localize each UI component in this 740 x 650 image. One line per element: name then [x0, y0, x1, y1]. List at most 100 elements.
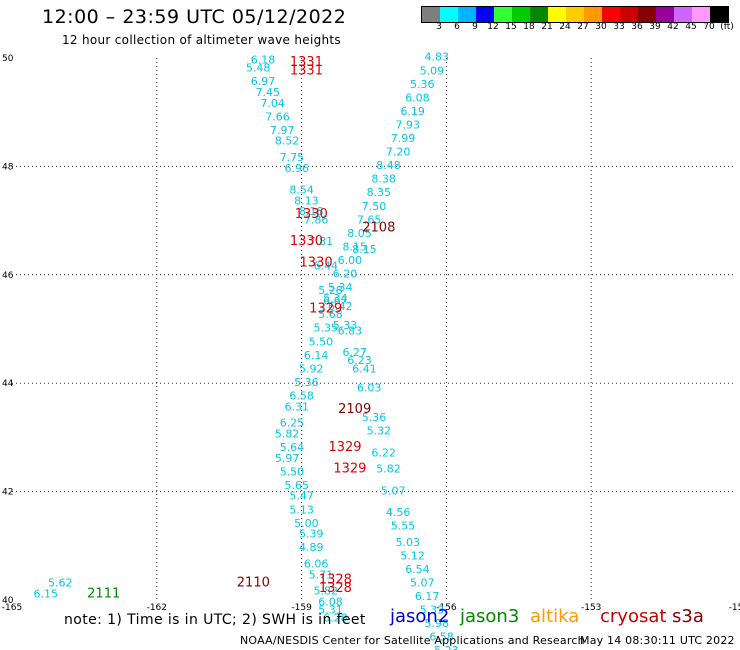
colorbar-label: 24	[559, 22, 571, 32]
colorbar-label: 36	[631, 22, 643, 32]
colorbar-swatch	[566, 7, 584, 22]
wave-height-value: 8.52	[275, 135, 300, 148]
legend-jason2: jason2	[390, 606, 450, 627]
wave-height-value: 5.92	[299, 362, 324, 375]
y-tick-label: 44	[2, 379, 14, 389]
x-tick-label: -156	[436, 603, 457, 613]
legend-jason3: jason3	[460, 606, 520, 627]
colorbar-swatch	[656, 7, 674, 22]
wave-height-value: 5.82	[275, 427, 300, 440]
page-title: 12:00 – 23:59 UTC 05/12/2022	[42, 6, 347, 28]
wave-height-value: 5.33	[420, 604, 445, 617]
wave-height-value: 6.28	[323, 612, 348, 625]
wave-height-value: 5.98	[424, 617, 449, 630]
wave-height-value: 6.19	[400, 105, 425, 118]
colorbar-label: 39	[649, 22, 661, 32]
y-tick-label: 40	[2, 596, 14, 606]
wave-height-value: 7.66	[265, 110, 290, 123]
wave-height-value: 4.56	[386, 506, 411, 519]
footer-org: NOAA/NESDIS Center for Satellite Applica…	[240, 634, 585, 647]
wave-height-value: 6.27	[342, 346, 367, 359]
colorbar-swatch	[638, 7, 656, 22]
colorbar-label: 42	[667, 22, 679, 32]
wave-height-value: 8.18	[299, 205, 324, 218]
colorbar-label: 70	[703, 22, 715, 32]
wave-height-value: 8.54	[289, 184, 314, 197]
wave-height-value: 6.25	[280, 417, 305, 430]
wave-height-value: 6.15	[34, 587, 59, 600]
wave-height-value: 5.97	[275, 452, 300, 465]
colorbar-label: (ft)	[720, 22, 734, 32]
wave-height-value: 5.36	[294, 376, 319, 389]
colorbar-label: 45	[685, 22, 697, 32]
colorbar-swatch	[440, 7, 458, 22]
colorbar-label: 21	[541, 22, 553, 32]
colorbar-swatch	[602, 7, 620, 22]
wave-height-value: 6.58	[289, 389, 314, 402]
wave-height-value: 6.18	[251, 53, 276, 66]
pass-time-label: 2110	[237, 575, 270, 590]
colorbar-label: 30	[595, 22, 607, 32]
x-tick-label: -159	[291, 603, 312, 613]
wave-height-value: 7.97	[270, 124, 295, 137]
pass-time-label: 1330	[295, 207, 328, 222]
wave-height-value: 6.03	[357, 381, 382, 394]
colorbar-label: 9	[472, 22, 478, 32]
wave-height-value: 5.68	[318, 308, 343, 321]
footer-timestamp: May 14 08:30:11 UTC 2022	[580, 634, 735, 647]
wave-height-value: 5.71	[309, 568, 334, 581]
wave-height-value: 6.00	[338, 254, 363, 267]
colorbar-label: 15	[505, 22, 517, 32]
wave-height-value: 6.83	[338, 324, 363, 337]
wave-height-value: 5.03	[396, 536, 421, 549]
colorbar-swatch	[494, 7, 512, 22]
wave-height-value: 6.06	[304, 557, 329, 570]
wave-height-value: 5.50	[280, 465, 305, 478]
colorbar-swatch	[530, 7, 548, 22]
y-tick-label: 50	[2, 54, 14, 64]
wave-height-value: 5.55	[391, 520, 416, 533]
pass-time-label: 1330	[290, 234, 323, 249]
wave-height-value: 6.22	[371, 446, 396, 459]
wave-height-value: 5.07	[410, 576, 435, 589]
wave-height-value: 7.20	[386, 146, 411, 159]
wave-height-value: 8.13	[294, 194, 319, 207]
wave-height-value: 6.17	[415, 590, 440, 603]
x-tick-label: -162	[147, 603, 167, 613]
pass-time-label: 2109	[338, 402, 371, 417]
wave-height-value: 7.93	[396, 118, 421, 131]
pass-time-label: 2111	[87, 586, 120, 601]
wave-height-value: 7.04	[260, 97, 285, 110]
wave-height-value: 6.08	[318, 595, 343, 608]
wave-height-value: 6.31	[285, 400, 310, 413]
colorbar-label: 18	[523, 22, 535, 32]
y-tick-label: 42	[2, 488, 13, 498]
colorbar-swatch	[512, 7, 530, 22]
wave-height-value: 5.28	[318, 284, 343, 297]
wave-height-value: 6.08	[405, 91, 430, 104]
wave-height-value: 5.47	[289, 490, 314, 503]
wave-height-value: 5.36	[362, 411, 387, 424]
wave-height-value: 6.58	[429, 631, 454, 644]
page-subtitle: 12 hour collection of altimeter wave hei…	[62, 33, 341, 47]
colorbar-label: 6	[454, 22, 460, 32]
wave-height-value: 4.83	[424, 51, 449, 64]
pass-time-label: 1329	[333, 462, 366, 477]
wave-height-value: 8.48	[376, 159, 401, 172]
colorbar-swatch	[548, 7, 566, 22]
wave-height-value: 7.65	[357, 213, 382, 226]
colorbar-swatch	[584, 7, 602, 22]
note-text: note: 1) Time is in UTC; 2) SWH is in fe…	[64, 612, 366, 628]
wave-height-value: 5.07	[381, 484, 406, 497]
wave-height-value: 6.96	[285, 162, 310, 175]
x-tick-label: -165	[2, 603, 22, 613]
wave-height-value: 5.33	[333, 319, 358, 332]
wave-height-value: 5.13	[289, 503, 314, 516]
colorbar-swatch	[692, 7, 710, 22]
wave-height-value: 5.64	[280, 441, 305, 454]
wave-height-value: 5.39	[299, 528, 324, 541]
pass-time-label: 1330	[300, 256, 333, 271]
wave-height-value: 8.38	[371, 173, 396, 186]
wave-height-value: 7.86	[304, 213, 329, 226]
wave-height-value: 5.34	[328, 281, 353, 294]
